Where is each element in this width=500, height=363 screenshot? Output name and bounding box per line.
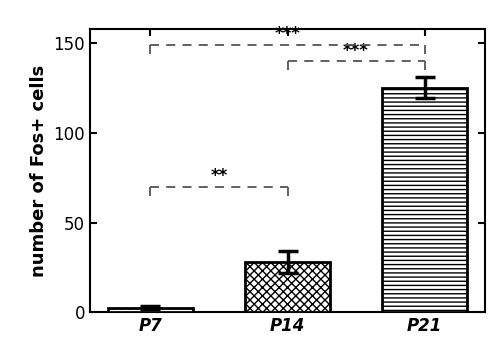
Text: **: ** [210, 167, 228, 185]
Text: ***: *** [274, 25, 300, 43]
Bar [245, 262, 330, 312]
Y-axis label: number of Fos+ cells: number of Fos+ cells [30, 65, 48, 277]
Bar [108, 307, 193, 312]
Bar [382, 87, 467, 312]
Text: ***: *** [343, 41, 369, 60]
